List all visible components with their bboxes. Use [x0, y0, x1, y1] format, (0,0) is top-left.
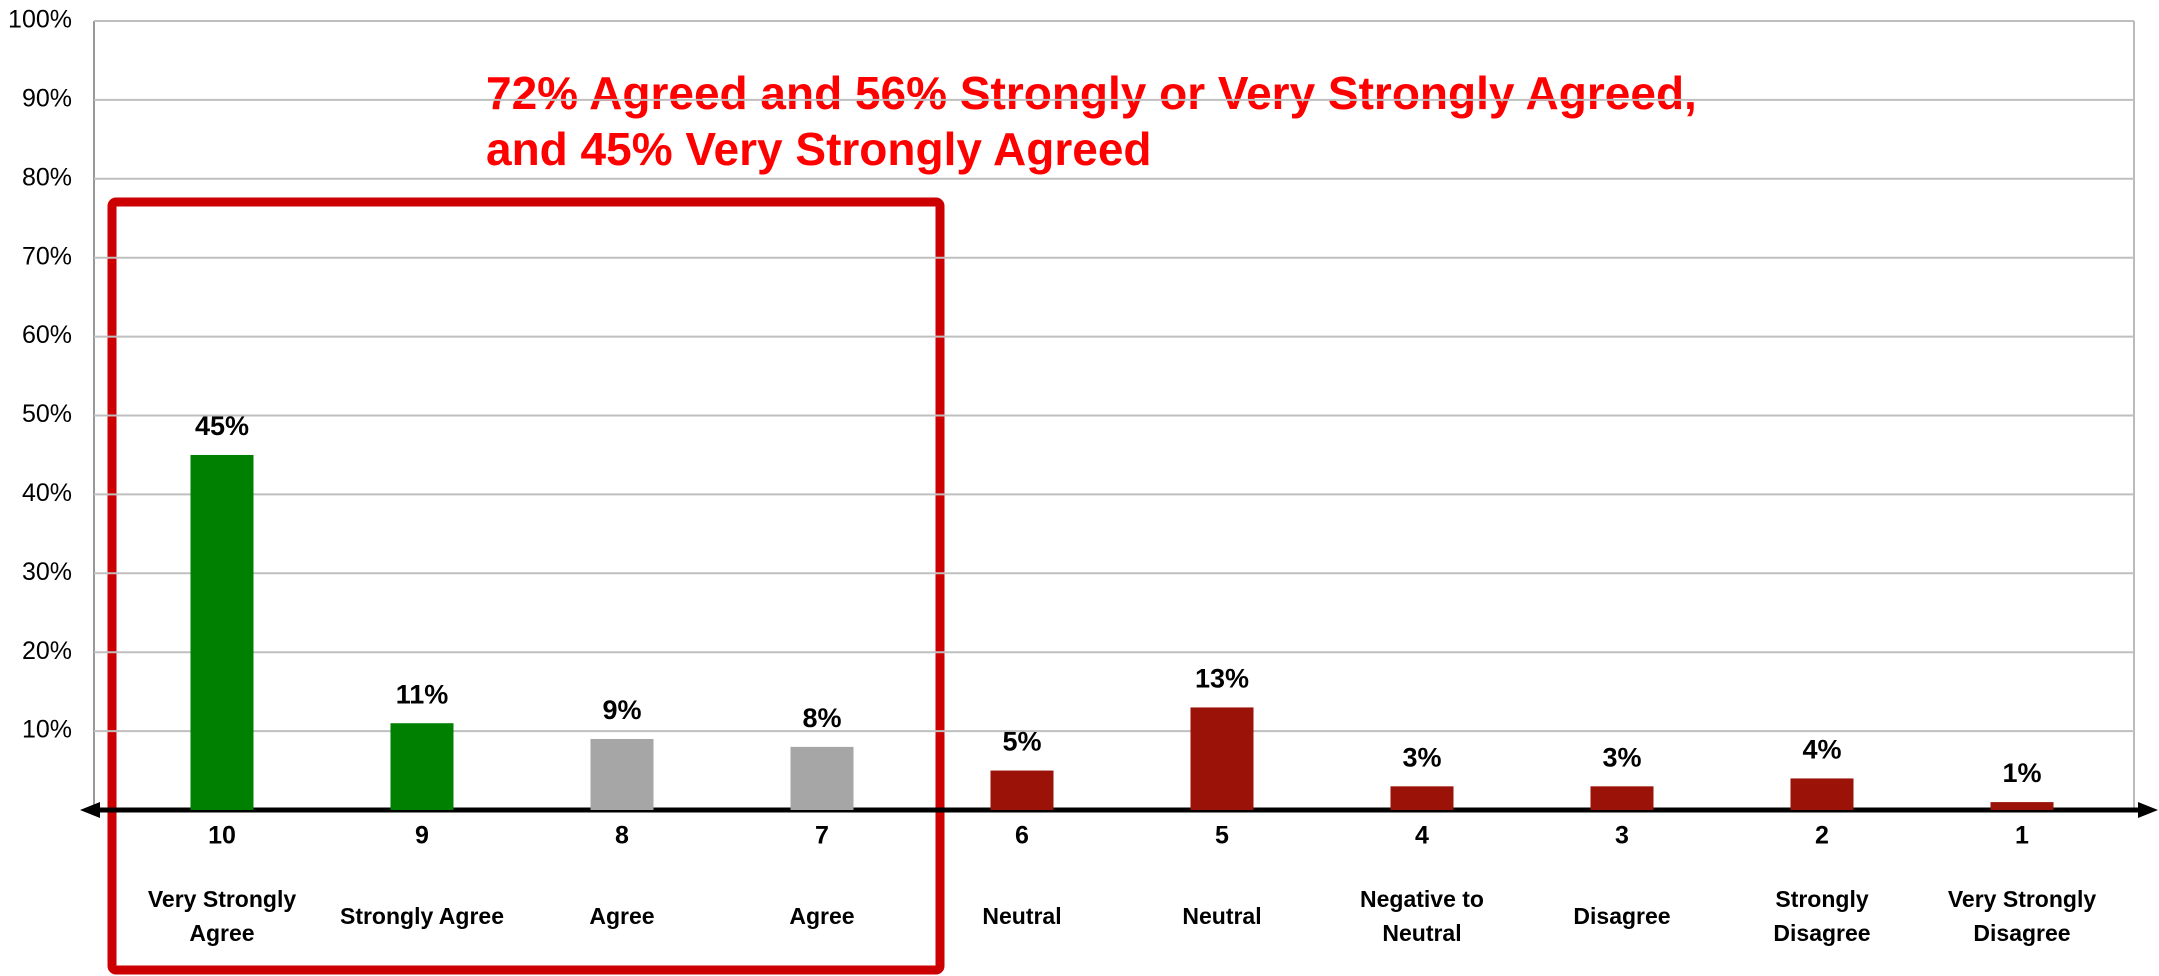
- y-tick-label: 90%: [22, 85, 72, 113]
- x-tick-label: 2: [1815, 822, 1829, 850]
- x-tick-label: 5: [1215, 822, 1229, 850]
- category-description: Agree: [789, 903, 855, 929]
- y-tick-label: 60%: [22, 321, 72, 349]
- x-tick-label: 8: [615, 822, 629, 850]
- value-label: 4%: [1802, 735, 1841, 765]
- bar: [190, 454, 254, 810]
- bar: [1190, 707, 1254, 810]
- category-description: Strongly Agree: [339, 903, 504, 929]
- category-description: Agree: [589, 903, 655, 929]
- value-label: 13%: [1195, 664, 1249, 694]
- value-label: 3%: [1402, 742, 1441, 772]
- y-tick-label: 30%: [22, 558, 72, 586]
- annotation: 72% Agreed and 56% Strongly or Very Stro…: [486, 67, 1697, 119]
- value-label: 8%: [802, 703, 841, 733]
- value-label: 3%: [1602, 742, 1641, 772]
- category-description: Neutral: [982, 903, 1062, 929]
- y-tick-label: 50%: [22, 400, 72, 428]
- bar: [790, 746, 854, 810]
- category-description: Strongly Disagree: [1773, 886, 1871, 946]
- value-label: 5%: [1002, 727, 1041, 757]
- bar: [1990, 802, 2054, 810]
- x-tick-label: 4: [1415, 822, 1429, 850]
- axis-arrow: [80, 802, 100, 818]
- y-tick-label: 20%: [22, 637, 72, 665]
- highlight-box: [107, 197, 945, 975]
- x-tick-label: 10: [208, 822, 236, 850]
- y-tick-label: 100%: [8, 6, 72, 34]
- category-description: Very Strongly Disagree: [1947, 886, 2097, 946]
- y-tick-label: 70%: [22, 242, 72, 270]
- bar: [1590, 786, 1654, 810]
- value-label: 11%: [396, 679, 449, 709]
- y-tick-label: 10%: [22, 716, 72, 744]
- x-tick-label: 1: [2015, 822, 2029, 850]
- x-tick-label: 9: [415, 822, 429, 850]
- category-description: Negative to Neutral: [1360, 886, 1484, 946]
- y-tick-label: 40%: [22, 479, 72, 507]
- x-tick-label: 7: [815, 822, 829, 850]
- value-label: 9%: [602, 695, 641, 725]
- y-tick-label: 80%: [22, 163, 72, 191]
- category-description: Very Strongly Agree: [147, 886, 297, 946]
- value-label: 45%: [195, 411, 249, 441]
- annotation: and 45% Very Strongly Agreed: [486, 123, 1152, 175]
- x-tick-label: 6: [1015, 822, 1029, 850]
- bar: [1790, 778, 1854, 810]
- category-description: Neutral: [1182, 903, 1262, 929]
- category-description: Disagree: [1573, 903, 1671, 929]
- value-label: 1%: [2002, 758, 2041, 788]
- bar: [590, 738, 654, 810]
- bar: [390, 723, 454, 810]
- x-tick-label: 3: [1615, 822, 1629, 850]
- bar: [990, 770, 1054, 810]
- bar: [1390, 786, 1454, 810]
- axis-arrow: [2138, 802, 2158, 818]
